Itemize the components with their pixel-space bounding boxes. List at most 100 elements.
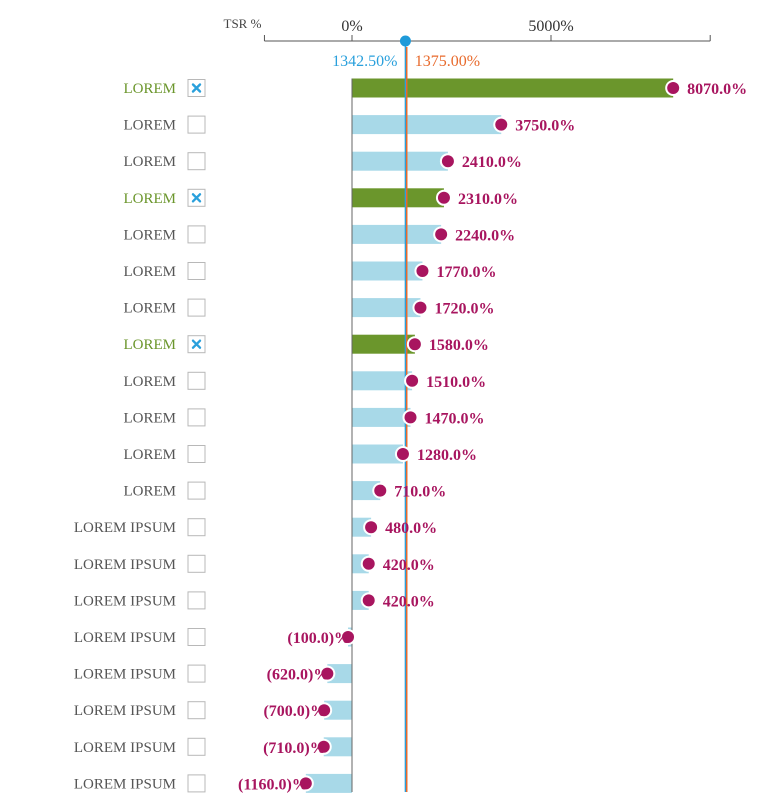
row-checkbox[interactable] bbox=[187, 774, 206, 793]
row-label: LOREM bbox=[124, 154, 177, 170]
row-checkbox[interactable] bbox=[187, 371, 206, 390]
checkbox-box[interactable] bbox=[187, 481, 206, 500]
bar-end-dot bbox=[362, 594, 375, 607]
checkbox-box[interactable] bbox=[187, 591, 206, 610]
value-label: 1280.0% bbox=[417, 447, 477, 464]
row-label: LOREM IPSUM bbox=[74, 740, 176, 756]
value-label: (710.0)% bbox=[263, 740, 326, 757]
value-label: 1580.0% bbox=[429, 337, 489, 354]
checkbox-box[interactable] bbox=[187, 774, 206, 793]
axis-title: TSR % bbox=[224, 16, 262, 31]
row-checkbox[interactable] bbox=[187, 554, 206, 573]
reference-handle[interactable] bbox=[399, 35, 411, 47]
row-checkbox[interactable] bbox=[187, 737, 206, 756]
row-label: LOREM bbox=[124, 81, 177, 97]
axis-tick-label: 5000% bbox=[528, 18, 573, 35]
row-checkbox[interactable] bbox=[187, 591, 206, 610]
row-checkbox[interactable] bbox=[187, 445, 206, 463]
value-label: 2410.0% bbox=[462, 154, 522, 171]
row-checkbox[interactable] bbox=[187, 335, 206, 354]
value-label: 3750.0% bbox=[515, 118, 575, 135]
check-x-icon bbox=[191, 193, 202, 203]
value-label: 480.0% bbox=[385, 520, 437, 537]
row-checkbox[interactable] bbox=[187, 481, 206, 500]
row-checkbox[interactable] bbox=[187, 225, 206, 244]
checkbox-box[interactable] bbox=[187, 518, 206, 537]
axis-tick-label: 0% bbox=[341, 18, 362, 35]
row-label: LOREM IPSUM bbox=[74, 630, 176, 646]
bar bbox=[352, 115, 502, 135]
checkbox-box[interactable] bbox=[187, 152, 206, 171]
bar-end-dot bbox=[404, 411, 417, 424]
row-checkbox[interactable] bbox=[187, 701, 206, 720]
row-label: LOREM bbox=[124, 191, 177, 207]
bar bbox=[352, 188, 444, 208]
bar-end-dot bbox=[365, 521, 378, 534]
row-label: LOREM IPSUM bbox=[74, 703, 176, 719]
row-label: LOREM bbox=[124, 337, 177, 353]
reference-label-1: 1342.50% bbox=[332, 53, 397, 70]
row-label: LOREM bbox=[124, 484, 177, 500]
check-x-icon bbox=[191, 83, 202, 93]
bar-end-dot bbox=[435, 228, 448, 241]
bar bbox=[352, 298, 421, 318]
value-label: (100.0)% bbox=[287, 630, 350, 647]
row-label: LOREM IPSUM bbox=[74, 667, 176, 683]
checkbox-box[interactable] bbox=[187, 628, 206, 646]
bar bbox=[324, 700, 352, 720]
bar-end-dot bbox=[408, 338, 421, 351]
row-checkbox[interactable] bbox=[187, 115, 206, 134]
checkbox-box[interactable] bbox=[187, 701, 206, 720]
bar-end-dot bbox=[441, 155, 454, 168]
row-label: LOREM bbox=[124, 301, 177, 317]
row-label: LOREM bbox=[124, 447, 177, 463]
checkbox-box[interactable] bbox=[187, 737, 206, 756]
check-x-icon bbox=[191, 339, 202, 349]
bar bbox=[305, 773, 352, 793]
rows-layer: 8070.0% LOREM 3750.0% LOREM 2410.0% LOREM 2310… bbox=[74, 79, 747, 793]
bar bbox=[352, 407, 411, 427]
checkbox-box[interactable] bbox=[187, 554, 206, 573]
bar bbox=[352, 334, 415, 354]
bar bbox=[352, 371, 413, 391]
bar-end-dot bbox=[362, 557, 375, 570]
reference-label-2: 1375.00% bbox=[415, 53, 480, 70]
row-label: LOREM IPSUM bbox=[74, 520, 176, 536]
row-label: LOREM bbox=[124, 410, 177, 426]
checkbox-box[interactable] bbox=[187, 262, 206, 280]
bar-end-dot bbox=[667, 82, 680, 94]
value-label: (1160.0)% bbox=[238, 776, 308, 793]
value-label: 2310.0% bbox=[458, 191, 518, 208]
row-checkbox[interactable] bbox=[187, 408, 206, 427]
checkbox-box[interactable] bbox=[187, 664, 206, 683]
value-label: (620.0)% bbox=[267, 667, 330, 684]
checkbox-box[interactable] bbox=[187, 371, 206, 390]
row-checkbox[interactable] bbox=[187, 664, 206, 683]
bar bbox=[352, 261, 423, 281]
checkbox-box[interactable] bbox=[187, 408, 206, 427]
row-checkbox[interactable] bbox=[187, 262, 206, 280]
bar-end-dot bbox=[299, 777, 312, 790]
bar-end-dot bbox=[437, 191, 450, 204]
row-label: LOREM IPSUM bbox=[74, 776, 176, 792]
bar bbox=[352, 444, 403, 464]
row-checkbox[interactable] bbox=[187, 298, 206, 317]
checkbox-box[interactable] bbox=[187, 115, 206, 134]
checkbox-box[interactable] bbox=[187, 445, 206, 463]
row-checkbox[interactable] bbox=[187, 628, 206, 646]
checkbox-box[interactable] bbox=[187, 225, 206, 244]
top-axis: TSR % 0% 5000% bbox=[224, 16, 711, 42]
bar-end-dot bbox=[414, 301, 427, 314]
bar-end-dot bbox=[318, 704, 331, 717]
value-label: 8070.0% bbox=[687, 81, 747, 98]
row-checkbox[interactable] bbox=[187, 152, 206, 171]
row-checkbox[interactable] bbox=[187, 518, 206, 537]
value-label: 710.0% bbox=[394, 484, 446, 501]
bar-end-dot bbox=[495, 118, 508, 131]
checkbox-box[interactable] bbox=[187, 298, 206, 317]
row-checkbox[interactable] bbox=[187, 79, 206, 97]
bar-end-dot bbox=[374, 484, 387, 497]
bar-end-dot bbox=[342, 631, 355, 643]
row-checkbox[interactable] bbox=[187, 188, 206, 207]
bar-end-dot bbox=[317, 740, 330, 753]
